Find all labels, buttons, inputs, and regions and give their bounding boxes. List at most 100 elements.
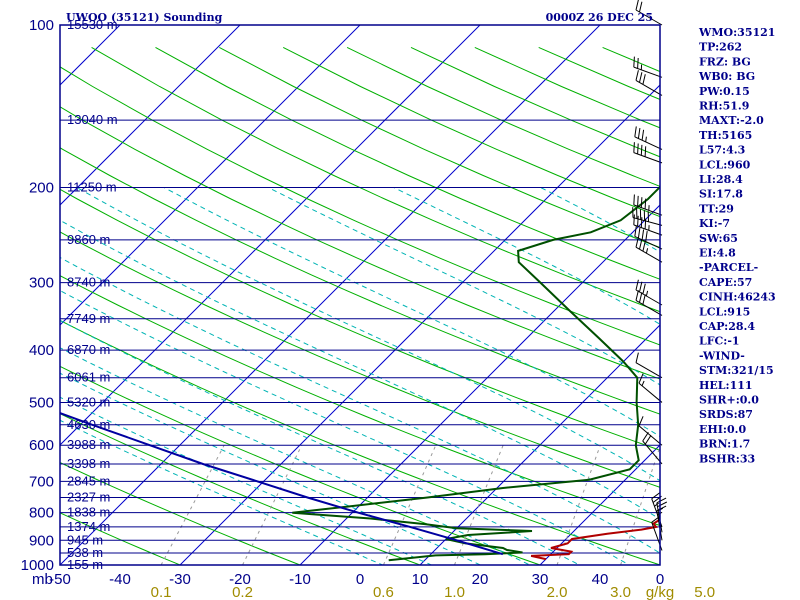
wind-barb-flag: [656, 505, 667, 512]
series-layer: [60, 185, 660, 562]
index-entry: -WIND-: [699, 349, 745, 362]
wind-barb-flag: [645, 231, 648, 242]
isotherm-line: [299, 204, 660, 565]
wind-barb-flag: [637, 128, 641, 139]
index-entry: LFC:-1: [699, 335, 740, 348]
height-label: 5320 m: [67, 394, 110, 409]
pressure-label: 100: [29, 17, 54, 34]
wind-barb-flag: [642, 74, 646, 85]
height-label: 538 m: [67, 545, 103, 560]
wind-barb-flag: [635, 279, 639, 291]
index-entry: L57:4.3: [699, 144, 745, 157]
height-label: 2845 m: [67, 473, 110, 488]
wind-barb: [633, 194, 663, 216]
dry-adiabat: [60, 231, 660, 488]
wind-barb: [635, 279, 663, 306]
temperature-tick-label: 0: [356, 571, 364, 588]
wind-barb-half-flag: [645, 290, 649, 297]
wind-barb-flag: [638, 373, 644, 384]
wind-barb: [638, 373, 663, 403]
station-title: UWOO (35121) Sounding: [66, 11, 223, 24]
wind-barb-flag: [651, 492, 661, 500]
plot-frame: [59, 24, 661, 566]
wind-barb-flag: [644, 198, 647, 210]
wind-barb-staff: [635, 246, 663, 263]
moist-adiabat: [60, 419, 384, 565]
height-label: 1374 m: [67, 519, 110, 534]
mixing-ratio-label: 1.0: [444, 584, 465, 600]
dry-adiabat: [60, 66, 660, 346]
pressure-label: 500: [29, 394, 54, 411]
mixing-ratio-line: [453, 445, 504, 565]
background-lines: [60, 25, 660, 565]
wind-barb-staff: [633, 224, 663, 236]
isotherm-line: [419, 324, 660, 565]
temperature-tick-label: -30: [169, 571, 191, 588]
height-label: 15530 m: [67, 17, 118, 32]
wind-barb-flag: [644, 435, 652, 445]
moist-adiabat: [60, 396, 433, 565]
parcel-path: [60, 412, 504, 556]
pressure-label: 200: [29, 180, 54, 197]
wind-barb-half-flag: [645, 136, 647, 142]
wind-barb-flag: [637, 195, 639, 207]
wind-barb: [635, 290, 663, 316]
isotherm-line: [60, 25, 361, 326]
mixing-ratio-line: [160, 444, 225, 565]
mixing-ratio-line: [382, 445, 437, 565]
index-entry: HEL:111: [699, 379, 753, 392]
wind-barb-flag: [633, 56, 635, 68]
index-entry: SRDS:87: [699, 408, 753, 421]
mixing-ratio-label: 2.0: [547, 584, 568, 600]
height-label: 1838 m: [67, 505, 110, 520]
height-label: 13040 m: [67, 112, 118, 127]
height-label: 3988 m: [67, 437, 110, 452]
index-entry: PW:0.15: [699, 85, 750, 98]
mixing-ratio-label: 0.6: [373, 584, 394, 600]
index-entry: LCL:960: [699, 158, 751, 171]
wind-barb-flag: [637, 215, 639, 227]
wind-barb: [633, 142, 663, 164]
index-entry: CINH:46243: [699, 291, 776, 304]
index-entry: FRZ: BG: [699, 55, 751, 68]
wind-barb-half-flag: [645, 248, 649, 254]
index-entry: MAXT:-2.0: [699, 114, 764, 127]
pressure-label: 1000: [21, 557, 54, 574]
dry-adiabat: [60, 365, 542, 565]
height-label: 4630 m: [67, 417, 110, 432]
wind-barb-flag: [639, 1, 643, 13]
temperature-tick-label: -40: [109, 571, 131, 588]
wind-barb-staff: [638, 382, 663, 403]
mixing-ratio-label: 5.0: [694, 584, 715, 600]
wind-barb-flag: [635, 236, 639, 248]
wind-barb: [635, 70, 663, 96]
temperature-tick-label: 40: [592, 571, 609, 588]
wind-barb: [633, 214, 663, 236]
moist-adiabat: [60, 319, 581, 565]
mixing-ratio-label: 3.0: [610, 584, 631, 600]
index-entry: BRN:1.7: [699, 438, 750, 451]
wind-barb-flag: [637, 227, 641, 239]
index-entry: EHI:0.0: [699, 423, 746, 436]
isotherm-line: [60, 25, 601, 565]
height-label: 11250 m: [67, 180, 117, 195]
wind-barb: [635, 236, 663, 263]
height-label: 2327 m: [67, 490, 110, 505]
wind-barb-flag: [657, 501, 668, 508]
index-entry: CAP:28.4: [699, 320, 755, 333]
wind-barbs: [632, 0, 668, 551]
wind-barb-half-flag: [654, 502, 659, 507]
mixing-ratio-label: 0.1: [151, 584, 172, 600]
index-entry: -PARCEL-: [699, 261, 758, 274]
height-label: 155 m: [67, 557, 103, 572]
moist-adiabat: [268, 187, 660, 386]
mixing-ratio-label: 0.2: [232, 584, 253, 600]
index-entry: TH:5165: [699, 129, 752, 142]
wind-barb: [635, 352, 663, 379]
wind-barb-flag: [651, 515, 661, 523]
wind-barb-flag: [642, 432, 649, 442]
index-entry: LI:28.4: [699, 173, 743, 186]
temperature-tick-label: 10: [412, 571, 429, 588]
wind-barb-flag: [641, 229, 645, 240]
dry-adiabat: [91, 46, 660, 313]
